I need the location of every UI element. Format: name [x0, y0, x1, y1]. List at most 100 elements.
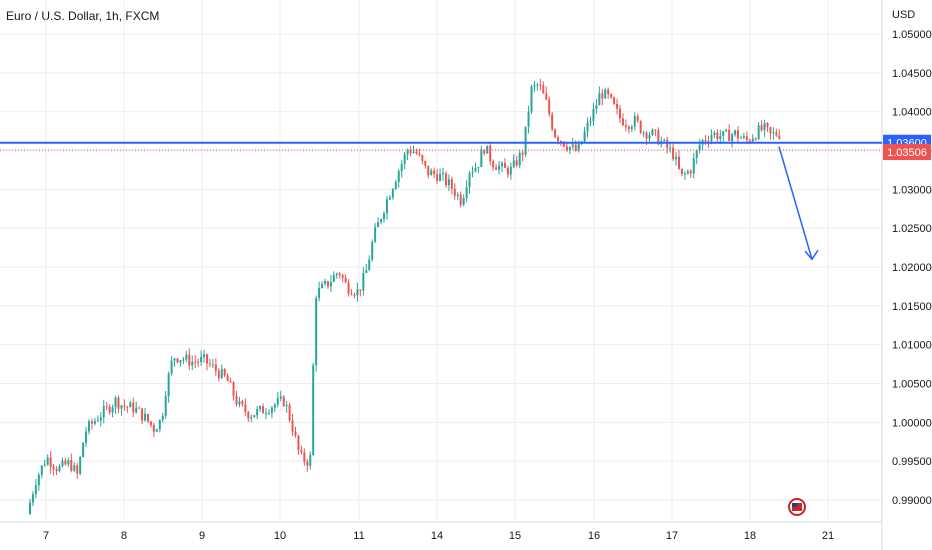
candle-body	[70, 460, 73, 471]
candle-body	[64, 460, 67, 465]
candle-body	[188, 354, 191, 366]
candle-body	[450, 179, 453, 189]
candle-body	[220, 369, 223, 379]
candle-body	[324, 281, 326, 285]
candle-body	[120, 405, 123, 409]
x-tick-label: 14	[431, 530, 443, 542]
candle-body	[663, 139, 666, 142]
candle-body	[259, 406, 262, 410]
candle-body	[651, 129, 654, 136]
candle-body	[403, 154, 406, 164]
candle-body	[244, 404, 247, 412]
candle-body	[191, 361, 194, 366]
y-tick-label: 0.99500	[892, 456, 932, 468]
chart-title: Euro / U.S. Dollar, 1h, FXCM	[6, 9, 160, 23]
candle-body	[683, 173, 686, 175]
candle-body	[88, 421, 90, 432]
candle-body	[194, 361, 197, 363]
candle-body	[326, 281, 329, 287]
candle-body	[262, 406, 265, 414]
candle-body	[678, 156, 680, 169]
candle-body	[344, 277, 347, 283]
last-price-tag-label: 1.03506	[887, 147, 927, 159]
candle-body	[601, 93, 604, 99]
candle-body	[627, 126, 630, 130]
candle-body	[486, 145, 489, 154]
candle-body	[223, 369, 226, 376]
candle-body	[29, 502, 31, 514]
candle-body	[707, 141, 710, 143]
candle-body	[474, 168, 477, 172]
candle-body	[775, 132, 778, 136]
candle-body	[226, 375, 229, 382]
y-tick-label: 1.02000	[892, 262, 932, 274]
candle-body	[616, 104, 619, 109]
candle-body	[79, 457, 82, 474]
candle-body	[294, 431, 297, 436]
candle-body	[306, 461, 309, 466]
candle-body	[93, 420, 96, 424]
candle-body	[158, 419, 161, 430]
candle-body	[645, 132, 648, 139]
candle-body	[613, 97, 616, 105]
candle-body	[471, 171, 474, 173]
y-tick-label: 1.02500	[892, 223, 932, 235]
candle-body	[338, 273, 341, 276]
candle-body	[669, 147, 672, 149]
candle-body	[731, 134, 734, 141]
x-tick-label: 15	[509, 530, 521, 542]
candle-body	[672, 147, 675, 159]
candle-body	[515, 160, 518, 166]
candle-body	[521, 152, 524, 155]
candle-body	[350, 293, 353, 295]
candle-body	[716, 132, 719, 139]
candle-body	[132, 402, 135, 413]
y-tick-label: 1.00500	[892, 379, 932, 391]
candle-body	[503, 163, 506, 168]
candle-body	[583, 131, 586, 142]
candle-body	[397, 171, 400, 182]
candle-body	[31, 494, 34, 503]
candle-body	[368, 259, 371, 271]
candle-body	[562, 141, 565, 147]
candle-body	[480, 150, 483, 168]
candle-body	[477, 167, 480, 169]
candle-body	[380, 219, 383, 223]
candle-body	[527, 111, 530, 127]
candle-body	[52, 466, 55, 470]
candle-body	[409, 150, 412, 154]
candle-body	[745, 136, 748, 141]
y-tick-label: 1.03000	[892, 184, 932, 196]
candle-body	[147, 413, 149, 422]
x-tick-label: 8	[121, 530, 127, 542]
candle-body	[312, 365, 315, 456]
candle-body	[138, 407, 141, 409]
candle-body	[185, 354, 188, 360]
candle-body	[55, 469, 58, 472]
candle-body	[149, 421, 152, 426]
candle-body	[173, 358, 176, 361]
candle-body	[152, 425, 155, 432]
candle-body	[751, 138, 754, 142]
candle-body	[624, 125, 627, 127]
candle-body	[179, 360, 182, 363]
candle-body	[734, 130, 737, 135]
candle-body	[619, 108, 621, 119]
candle-body	[329, 281, 332, 287]
candle-body	[385, 199, 388, 214]
candle-body	[85, 431, 88, 443]
x-tick-label: 11	[353, 530, 364, 542]
candle-body	[235, 396, 238, 405]
candle-body	[276, 398, 279, 405]
candle-body	[728, 129, 731, 141]
candle-body	[341, 275, 344, 278]
candle-body	[394, 181, 397, 190]
candle-body	[46, 457, 49, 465]
candle-body	[197, 361, 200, 363]
candle-body	[238, 401, 241, 405]
candle-body	[592, 108, 595, 121]
candle-body	[232, 382, 235, 397]
candle-body	[58, 466, 61, 472]
candle-body	[105, 406, 108, 408]
